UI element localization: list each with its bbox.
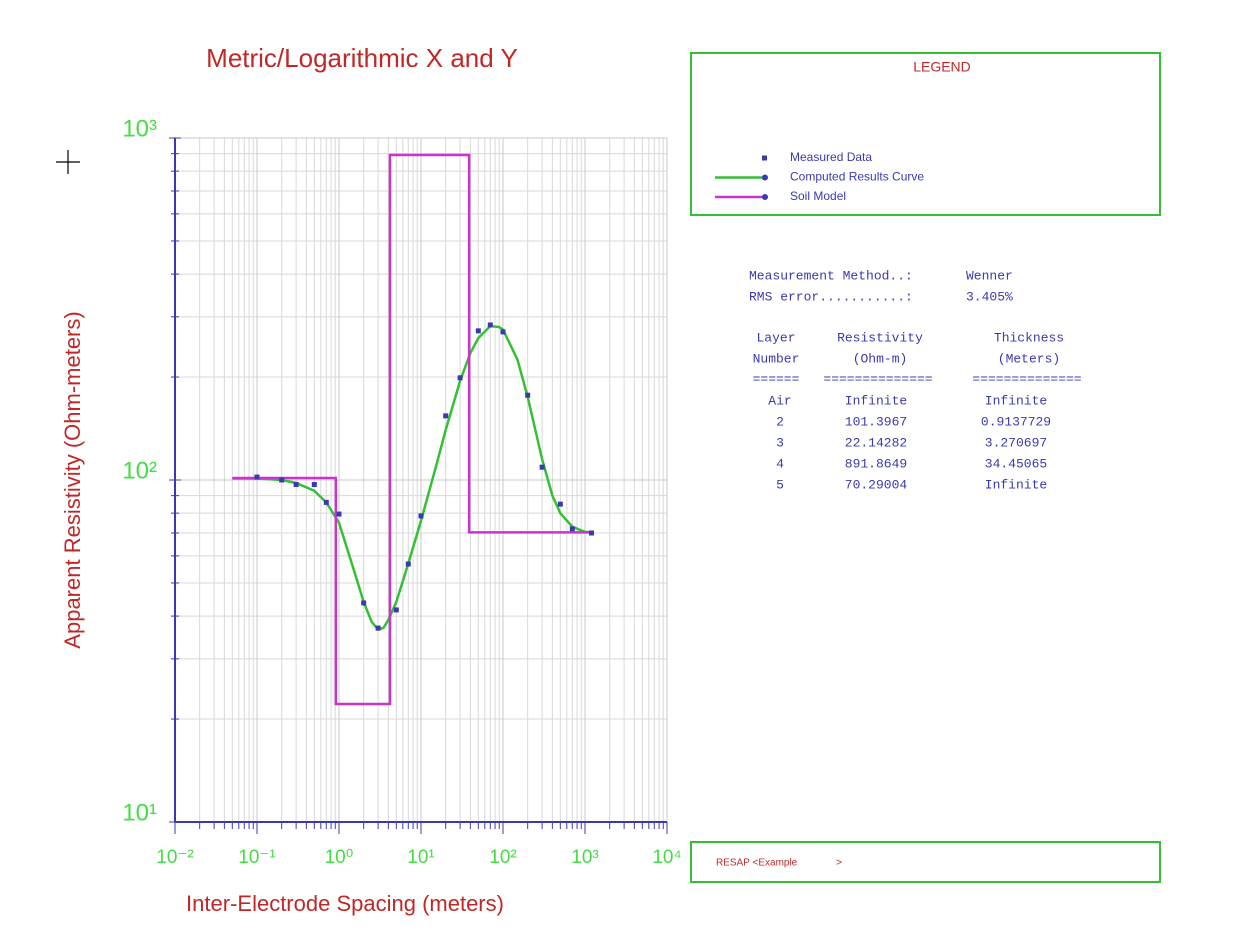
data-point [457,375,463,381]
table-cell: 101.3967 [845,414,907,429]
data-point [375,625,381,631]
data-point [443,413,449,419]
data-point [500,329,506,335]
table-cell: 3.270697 [985,435,1047,450]
table-cell: Infinite [845,393,907,408]
legend-marker [762,155,767,161]
y-tick-label: 10¹ [122,799,157,826]
data-point [293,482,299,488]
legend-marker [762,174,768,181]
table-header: Resistivity [837,330,923,345]
data-point [323,499,329,505]
table-header: Thickness [994,330,1064,345]
data-point [418,513,424,519]
table-header: (Meters) [998,351,1060,366]
table-header: Number [753,351,800,366]
data-point [336,511,342,517]
x-tick-label: 10⁴ [652,847,681,868]
data-point [311,482,317,488]
table-cell: 5 [776,477,784,492]
curve-line [232,324,592,632]
table-header: Layer [756,330,795,345]
legend-box [690,52,1161,216]
crosshair [56,150,80,174]
soil-model-line [232,153,592,706]
data-point [487,322,493,328]
x-axis-label: Inter-Electrode Spacing (meters) [186,891,504,916]
data-point [588,530,594,536]
legend-label: Measured Data [790,150,872,164]
data-point [279,477,285,483]
summary-value: 3.405% [966,289,1013,304]
table-cell: 891.8649 [845,456,907,471]
table-cell: 22.14282 [845,435,907,450]
table-separator: ====== [753,371,800,386]
data-point [557,501,563,507]
data-point [539,464,545,470]
data-point [361,600,367,606]
data-point [475,328,481,334]
y-tick-label: 10² [122,457,157,484]
data-point [254,474,260,480]
data-point [525,392,531,398]
x-tick-label: 10³ [571,847,598,868]
summary-value: Wenner [966,268,1013,283]
y-axis-label: Apparent Resistivity (Ohm-meters) [60,311,85,648]
legend-title: LEGEND [913,59,971,75]
x-tick-label: 10⁻¹ [238,847,276,868]
x-tick-label: 10⁰ [325,847,354,868]
data-point [569,526,575,532]
table-header: (Ohm-m) [853,351,908,366]
table-separator: ============== [972,371,1081,386]
data-point [393,607,399,613]
legend-label: Soil Model [790,189,846,203]
legend-marker [762,194,768,200]
table-cell: 3 [776,435,784,450]
x-tick-label: 10⁻² [156,847,194,868]
table-cell: 2 [776,414,784,429]
legend-label: Computed Results Curve [790,170,924,184]
chart-title: Metric/Logarithmic X and Y [206,43,518,73]
table-cell: 0.9137729 [981,414,1051,429]
x-tick-label: 10¹ [407,847,434,868]
table-cell: 70.29004 [845,477,908,492]
table-cell: Infinite [985,477,1047,492]
x-tick-label: 10² [489,847,516,868]
table-cell: Air [768,393,791,408]
table-cell: Infinite [985,393,1047,408]
table-cell: 4 [776,456,784,471]
table-cell: 34.45065 [985,456,1047,471]
status-text: RESAP <Example > [716,858,842,869]
table-separator: ============== [823,371,932,386]
y-tick-label: 10³ [122,115,157,142]
data-point [405,561,411,567]
summary-label: Measurement Method..: [749,268,913,283]
status-box [690,841,1161,883]
summary-label: RMS error...........: [749,289,913,304]
